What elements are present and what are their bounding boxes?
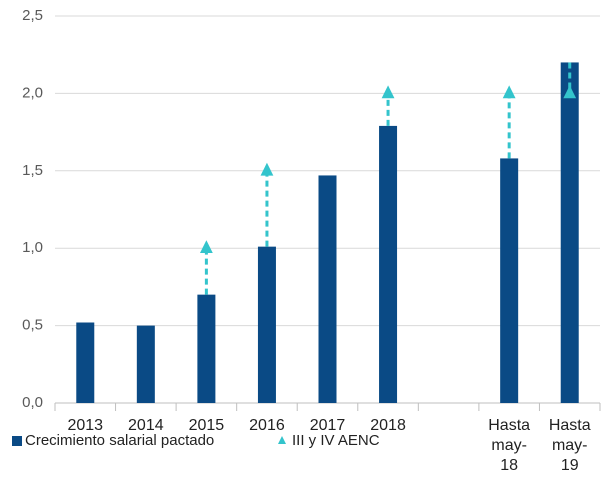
bar	[76, 322, 95, 403]
y-tick-label: 0,0	[22, 394, 43, 411]
x-tick-label: Hasta may-19	[548, 417, 591, 474]
bar	[318, 175, 337, 403]
marker	[199, 240, 213, 253]
legend-label: III y IV AENC	[292, 432, 380, 449]
y-tick-label: 0,5	[22, 317, 43, 334]
legend-swatch	[278, 436, 286, 444]
y-tick-label: 2,5	[22, 7, 43, 24]
marker	[260, 162, 274, 176]
x-tick-label: 2017	[309, 417, 346, 434]
legend-swatch	[12, 436, 22, 446]
bar	[257, 246, 276, 403]
bar	[136, 325, 155, 403]
y-tick-label: 1,5	[22, 162, 43, 179]
x-tick-label: Hasta may-18	[488, 417, 531, 474]
x-tick-label: 2015	[188, 417, 225, 434]
marker	[563, 85, 577, 99]
legend-label: Crecimiento salarial pactado	[25, 432, 214, 449]
y-tick-label: 1,0	[22, 239, 43, 256]
y-tick-label: 2,0	[22, 84, 43, 101]
marker	[381, 85, 395, 99]
bar	[379, 125, 398, 404]
bar	[560, 62, 579, 403]
x-tick-label: 2016	[249, 417, 285, 434]
x-tick-label: 2018	[370, 417, 406, 434]
x-tick-label: 2014	[128, 417, 164, 434]
marker	[502, 85, 516, 99]
bar	[500, 158, 519, 403]
bar	[197, 294, 216, 403]
x-tick-label: 2013	[67, 417, 104, 434]
